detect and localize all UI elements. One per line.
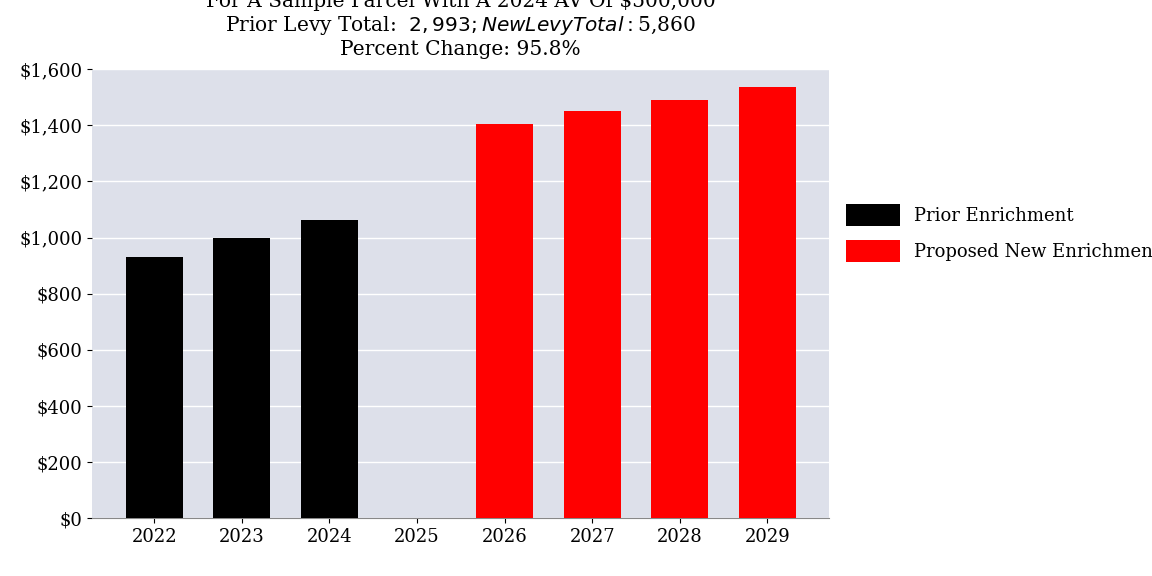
Bar	[651, 100, 708, 518]
Bar	[476, 124, 533, 518]
Title: Yelm SD Total Estimated Levy Amounts To Be Collected
For A Sample Parcel With A : Yelm SD Total Estimated Levy Amounts To …	[175, 0, 746, 59]
Bar	[563, 111, 621, 518]
Bar	[126, 257, 183, 518]
Bar	[738, 88, 796, 518]
Bar	[301, 220, 358, 518]
Legend: Prior Enrichment, Proposed New Enrichment: Prior Enrichment, Proposed New Enrichmen…	[846, 204, 1152, 263]
Bar	[213, 237, 271, 518]
